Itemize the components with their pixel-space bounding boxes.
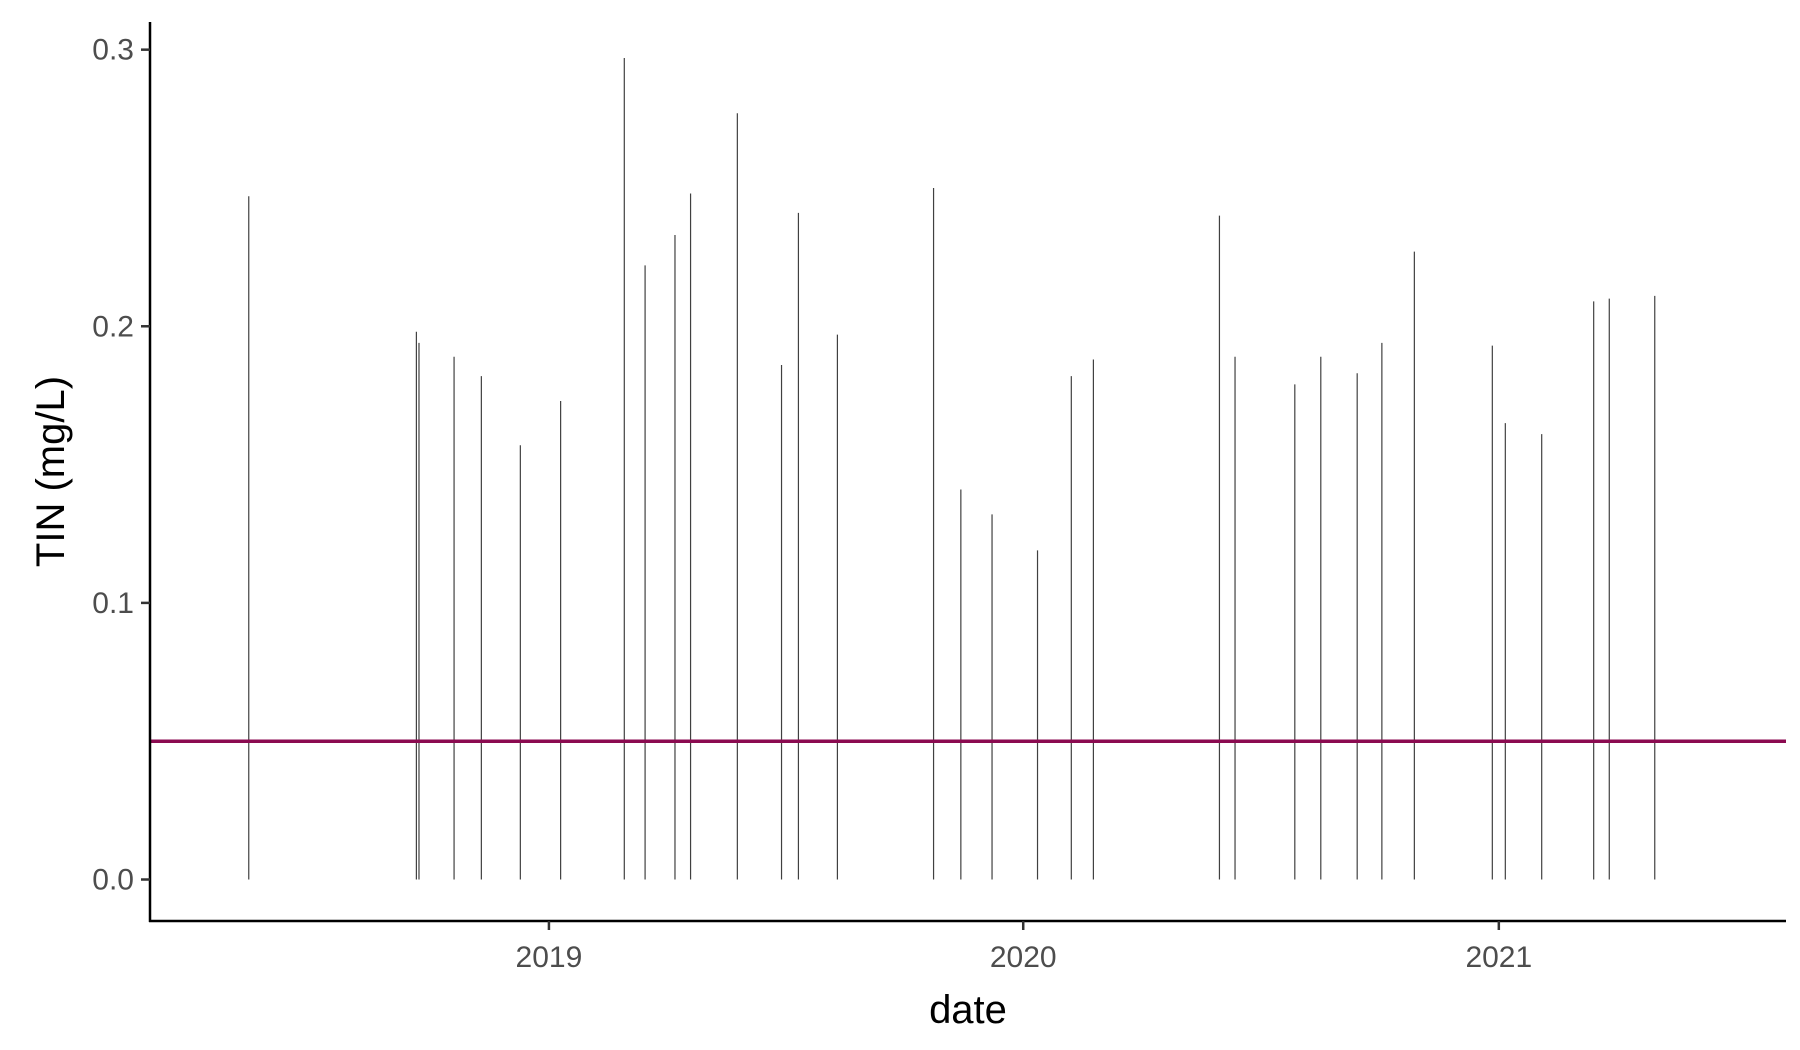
x-axis-ticks: 2019 2020 2021 bbox=[516, 921, 1532, 974]
tin-spikes bbox=[248, 57, 1656, 880]
x-tick-label: 2019 bbox=[516, 941, 583, 974]
y-axis-ticks: 0.0 0.1 0.2 0.3 bbox=[92, 34, 150, 897]
y-tick-label: 0.0 bbox=[92, 864, 134, 897]
x-tick-label: 2020 bbox=[990, 941, 1057, 974]
y-tick-label: 0.2 bbox=[92, 310, 134, 343]
x-axis-title: date bbox=[929, 988, 1007, 1032]
x-tick-label: 2021 bbox=[1465, 941, 1532, 974]
y-tick-label: 0.3 bbox=[92, 34, 134, 67]
y-tick-label: 0.1 bbox=[92, 587, 134, 620]
y-axis-title: TIN (mg/L) bbox=[29, 376, 73, 567]
plot-area bbox=[150, 57, 1786, 880]
